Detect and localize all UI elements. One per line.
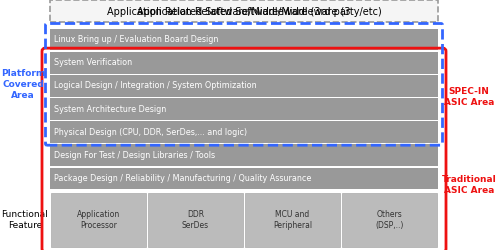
Text: System Verification: System Verification (54, 58, 132, 67)
Text: Application Related Software/Middleware (3rd party/etc): Application Related Software/Middleware … (106, 7, 382, 17)
Text: Package Design / Reliability / Manufacturing / Quality Assurance: Package Design / Reliability / Manufactu… (54, 174, 312, 183)
Text: Traditional
ASIC Area: Traditional ASIC Area (442, 175, 496, 195)
Text: Application
Processor: Application Processor (77, 210, 120, 230)
Text: System Architecture Design: System Architecture Design (54, 104, 166, 114)
Bar (50, 121, 438, 143)
Text: Logical Design / Integration / System Optimization: Logical Design / Integration / System Op… (54, 81, 256, 90)
Text: Platform
Covered
Area: Platform Covered Area (1, 69, 45, 100)
Text: Design For Test / Design Libraries / Tools: Design For Test / Design Libraries / Too… (54, 151, 215, 160)
Text: Linux Bring up / Evaluation Board Design: Linux Bring up / Evaluation Board Design (54, 35, 218, 44)
Bar (245, 193, 340, 247)
Text: Physical Design (CPU, DDR, SerDes,... and logic): Physical Design (CPU, DDR, SerDes,... an… (54, 128, 247, 137)
Text: MCU and
Peripheral: MCU and Peripheral (273, 210, 312, 230)
Bar (50, 29, 438, 50)
Text: SPEC-IN
ASIC Area: SPEC-IN ASIC Area (444, 88, 494, 108)
Text: Others
(DSP,..): Others (DSP,..) (376, 210, 404, 230)
Bar (50, 98, 438, 120)
Bar (51, 193, 146, 247)
Bar (50, 168, 438, 189)
Bar (342, 193, 437, 247)
Bar (50, 52, 438, 74)
Bar (50, 0, 438, 22)
Text: DDR
SerDes: DDR SerDes (182, 210, 209, 230)
Text: Application Related Software/Middleware (3: Application Related Software/Middleware … (137, 7, 351, 17)
Bar (50, 75, 438, 97)
Text: Functional
Feature: Functional Feature (2, 210, 48, 230)
Bar (148, 193, 243, 247)
Bar (50, 144, 438, 166)
